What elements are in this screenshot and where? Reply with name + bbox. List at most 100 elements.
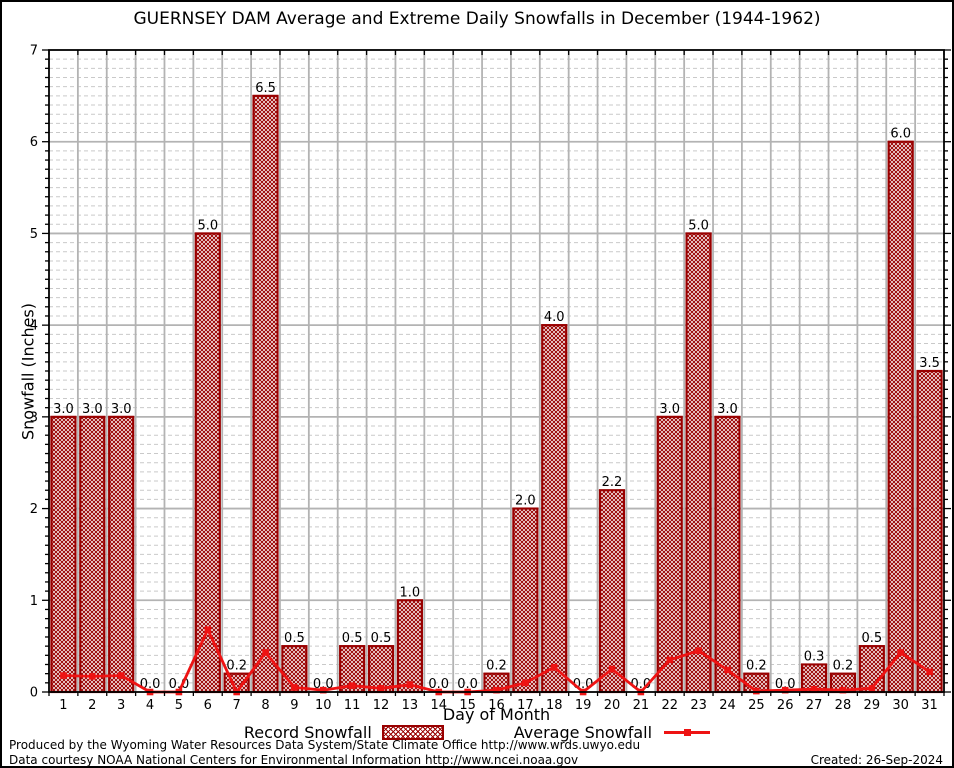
record-bar-day-6 (194, 232, 221, 694)
y-tick-label-7: 7 (30, 44, 38, 59)
avg-marker-day-25 (753, 687, 760, 695)
bar-value-label-day-23: 5.0 (688, 218, 709, 233)
x-tick-label-16: 16 (488, 698, 505, 713)
bar-value-label-day-15: 0.0 (457, 677, 478, 692)
legend-average-marker-icon (684, 729, 692, 736)
record-bar-day-22 (656, 415, 683, 694)
bar-value-label-day-6: 5.0 (197, 218, 218, 233)
avg-marker-day-29 (868, 685, 876, 692)
x-tick-label-31: 31 (921, 698, 938, 713)
y-tick-label-0: 0 (30, 686, 38, 701)
record-snowfall-bars (50, 94, 943, 694)
legend-average-line-icon (664, 729, 711, 736)
bar-value-label-day-7: 0.2 (226, 659, 247, 674)
legend-record-label: Record Snowfall (243, 723, 372, 742)
record-bar-day-30 (887, 140, 914, 694)
avg-marker-day-24 (724, 666, 731, 674)
x-tick-label-13: 13 (402, 698, 419, 713)
x-tick-label-17: 17 (517, 698, 534, 713)
bar-value-label-day-2: 3.0 (82, 402, 103, 417)
record-bar-day-2 (79, 415, 106, 694)
x-tick-label-23: 23 (690, 698, 707, 713)
x-tick-label-7: 7 (233, 698, 241, 713)
record-bar-day-31 (916, 369, 943, 694)
bar-value-label-day-31: 3.5 (919, 356, 940, 371)
bar-value-label-day-29: 0.5 (861, 631, 882, 646)
bar-value-label-day-11: 0.5 (342, 631, 363, 646)
y-tick-label-1: 1 (30, 594, 38, 609)
x-tick-label-11: 11 (344, 698, 361, 713)
x-tick-label-4: 4 (146, 698, 154, 713)
bar-value-label-day-16: 0.2 (486, 659, 507, 674)
grid-minor (49, 58, 944, 684)
legend-record-swatch-icon (381, 725, 444, 740)
bar-value-label-day-14: 0.0 (428, 677, 449, 692)
x-tick-label-18: 18 (546, 698, 563, 713)
record-bar-day-8 (252, 94, 279, 694)
record-bar-day-17 (512, 507, 539, 694)
record-bar-day-23 (685, 232, 712, 694)
x-tick-label-28: 28 (835, 698, 852, 713)
avg-marker-day-13 (406, 681, 414, 688)
bar-value-label-day-18: 4.0 (544, 310, 565, 325)
record-bar-day-13 (396, 599, 423, 694)
y-tick-label-3: 3 (30, 410, 38, 425)
avg-marker-day-10 (319, 686, 327, 694)
x-tick-label-3: 3 (117, 698, 125, 713)
bar-value-label-day-24: 3.0 (717, 402, 738, 417)
bar-value-label-day-1: 3.0 (53, 402, 74, 417)
avg-marker-day-3 (117, 672, 125, 679)
bar-value-label-day-9: 0.5 (284, 631, 305, 646)
x-tick-label-2: 2 (88, 698, 96, 713)
bar-value-label-day-30: 6.0 (890, 127, 911, 142)
x-tick-label-15: 15 (459, 698, 476, 713)
x-tick-label-29: 29 (864, 698, 881, 713)
avg-marker-day-1 (60, 672, 67, 679)
bar-value-label-day-13: 1.0 (400, 585, 421, 600)
bar-value-label-day-17: 2.0 (515, 494, 536, 509)
credit-line-2: Data courtesy NOAA National Centers for … (9, 753, 579, 767)
bar-value-label-day-20: 2.2 (602, 475, 623, 490)
record-bar-day-3 (108, 415, 135, 694)
avg-marker-day-6 (204, 626, 212, 633)
y-tick-labels: 0 1 2 3 4 5 6 7 (30, 44, 38, 701)
x-tick-label-22: 22 (661, 698, 678, 713)
x-tick-label-9: 9 (290, 698, 298, 713)
bar-value-label-day-26: 0.0 (775, 677, 796, 692)
x-tick-label-21: 21 (633, 698, 650, 713)
bar-value-label-day-8: 6.5 (255, 81, 276, 96)
x-tick-label-12: 12 (373, 698, 390, 713)
created-stamp: Created: 26-Sep-2024 (810, 753, 943, 767)
avg-marker-day-23 (695, 647, 702, 655)
avg-marker-day-22 (666, 656, 674, 664)
record-bar-day-1 (50, 415, 77, 694)
x-tick-label-10: 10 (315, 698, 332, 713)
avg-marker-day-20 (608, 665, 616, 673)
legend: Record Snowfall Average Snowfall (2, 723, 952, 742)
avg-marker-day-9 (291, 684, 298, 691)
bar-value-label-day-22: 3.0 (659, 402, 680, 417)
avg-marker-day-16 (493, 686, 500, 694)
plot-frame (48, 49, 945, 693)
x-tick-label-20: 20 (604, 698, 621, 713)
y-tick-label-5: 5 (30, 227, 38, 242)
legend-average-label: Average Snowfall (513, 723, 653, 742)
avg-marker-day-28 (839, 686, 847, 694)
avg-marker-day-31 (926, 668, 933, 676)
record-bar-day-18 (541, 324, 568, 694)
avg-marker-day-17 (522, 679, 529, 687)
record-bar-day-24 (714, 415, 741, 694)
y-tick-label-6: 6 (30, 135, 38, 150)
x-tick-label-19: 19 (575, 698, 592, 713)
x-tick-label-14: 14 (430, 698, 447, 713)
avg-marker-day-2 (89, 673, 96, 680)
y-tick-label-4: 4 (30, 319, 38, 334)
y-axis-title: Snowfall (Inches) (18, 302, 38, 441)
x-tick-label-26: 26 (777, 698, 794, 713)
record-bar-day-29 (858, 645, 885, 694)
avg-marker-day-30 (897, 649, 904, 656)
avg-marker-day-12 (377, 685, 385, 692)
bar-value-label-day-3: 3.0 (111, 402, 132, 417)
credit-line-1: Produced by the Wyoming Water Resources … (9, 738, 641, 752)
